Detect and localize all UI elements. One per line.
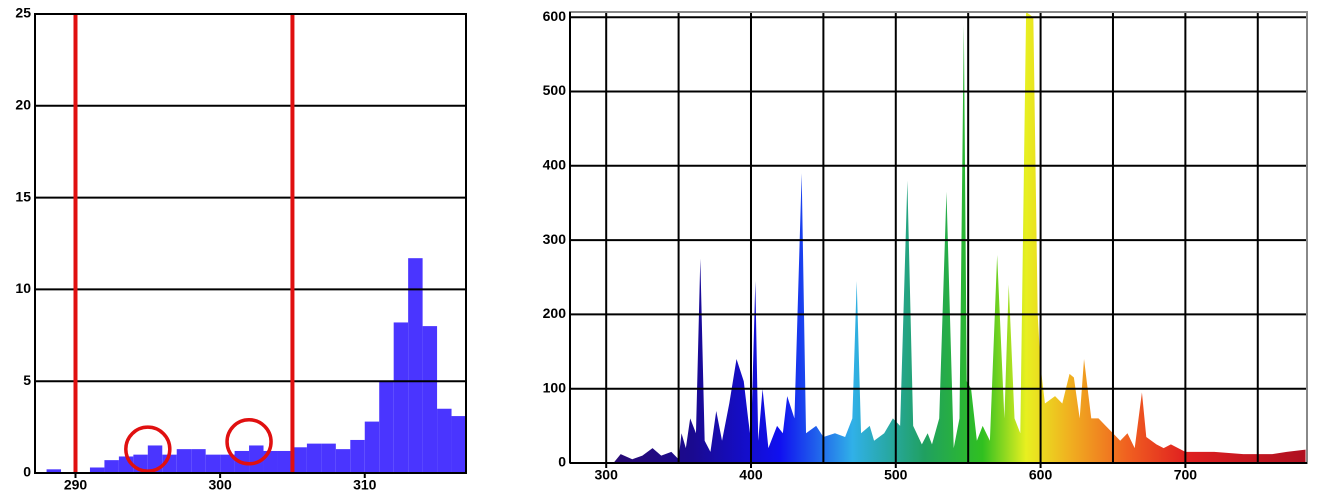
bar (89, 467, 105, 473)
x-tick-label: 290 (64, 477, 88, 493)
y-tick-label: 200 (543, 305, 567, 321)
x-tick-label: 600 (1029, 467, 1053, 483)
bar (364, 421, 380, 473)
x-tick-label: 500 (884, 467, 908, 483)
x-tick-label: 310 (353, 477, 377, 493)
bar (451, 416, 466, 473)
y-tick-label: 20 (15, 97, 31, 113)
bar (408, 258, 423, 473)
y-tick-label: 25 (15, 5, 31, 21)
bar (249, 445, 264, 473)
bar (292, 447, 307, 473)
bar (220, 454, 235, 473)
y-tick-label: 0 (23, 464, 31, 480)
bar (422, 326, 438, 473)
y-tick-label: 400 (543, 157, 567, 173)
y-tick-label: 100 (543, 379, 567, 395)
bar (306, 443, 322, 473)
highlight-circle (225, 418, 273, 466)
y-tick-label: 500 (543, 82, 567, 98)
x-tick-label: 300 (208, 477, 232, 493)
y-tick-label: 15 (15, 188, 31, 204)
bar (393, 322, 409, 473)
y-tick-label: 10 (15, 280, 31, 296)
highlight-circle (124, 425, 172, 473)
bar (277, 450, 293, 473)
y-tick-label: 0 (558, 454, 566, 470)
bar (147, 445, 163, 473)
x-tick-label: 300 (595, 467, 619, 483)
plot (46, 258, 466, 473)
bar (176, 449, 192, 473)
bar (191, 449, 206, 473)
x-tick-label: 400 (739, 467, 763, 483)
y-tick-label: 300 (543, 231, 567, 247)
area (613, 12, 1306, 463)
bar (321, 443, 336, 473)
bar (379, 381, 394, 473)
x-tick-label: 700 (1174, 467, 1198, 483)
plot (613, 12, 1306, 463)
y-tick-label: 600 (543, 8, 567, 24)
bar (437, 408, 452, 473)
plot-frame (569, 11, 1308, 464)
bar (335, 449, 351, 473)
bar (205, 454, 221, 473)
bar (350, 439, 365, 473)
bar (46, 469, 62, 473)
y-tick-label: 5 (23, 372, 31, 388)
bar (104, 460, 119, 473)
